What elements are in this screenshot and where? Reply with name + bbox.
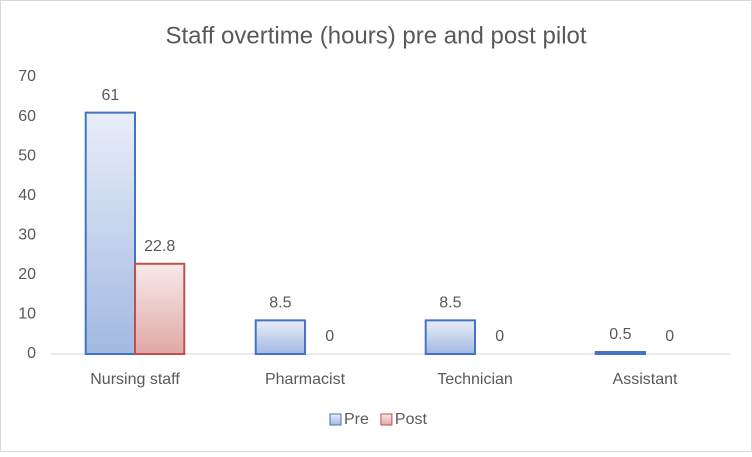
y-tick-label: 10 bbox=[18, 306, 36, 323]
y-tick-label: 70 bbox=[18, 68, 36, 85]
y-tick-label: 30 bbox=[18, 227, 36, 244]
bar bbox=[254, 319, 306, 356]
data-label: 0 bbox=[325, 328, 334, 345]
x-tick-label: Pharmacist bbox=[265, 371, 346, 388]
data-label: 0 bbox=[495, 328, 504, 345]
x-tick-label: Assistant bbox=[613, 371, 678, 388]
bar bbox=[84, 111, 136, 355]
legend-label: Pre bbox=[344, 411, 369, 428]
data-label: 0 bbox=[665, 328, 674, 345]
bar bbox=[134, 262, 186, 355]
legend-swatch bbox=[329, 413, 342, 426]
data-label: 8.5 bbox=[439, 295, 461, 312]
legend-swatch bbox=[380, 413, 393, 426]
y-tick-label: 20 bbox=[18, 266, 36, 283]
x-tick-label: Technician bbox=[437, 371, 513, 388]
data-label: 61 bbox=[101, 87, 119, 104]
x-tick-label: Nursing staff bbox=[90, 371, 180, 388]
bar bbox=[424, 319, 477, 356]
chart-title: Staff overtime (hours) pre and post pilo… bbox=[165, 22, 586, 49]
y-tick-label: 60 bbox=[18, 108, 36, 125]
bar bbox=[594, 351, 647, 355]
y-tick-label: 50 bbox=[18, 147, 36, 164]
data-label: 8.5 bbox=[269, 295, 291, 312]
data-label: 22.8 bbox=[144, 238, 175, 255]
legend-label: Post bbox=[395, 411, 428, 428]
data-label: 0.5 bbox=[609, 326, 631, 343]
y-tick-label: 0 bbox=[27, 345, 36, 362]
y-tick-label: 40 bbox=[18, 187, 36, 204]
